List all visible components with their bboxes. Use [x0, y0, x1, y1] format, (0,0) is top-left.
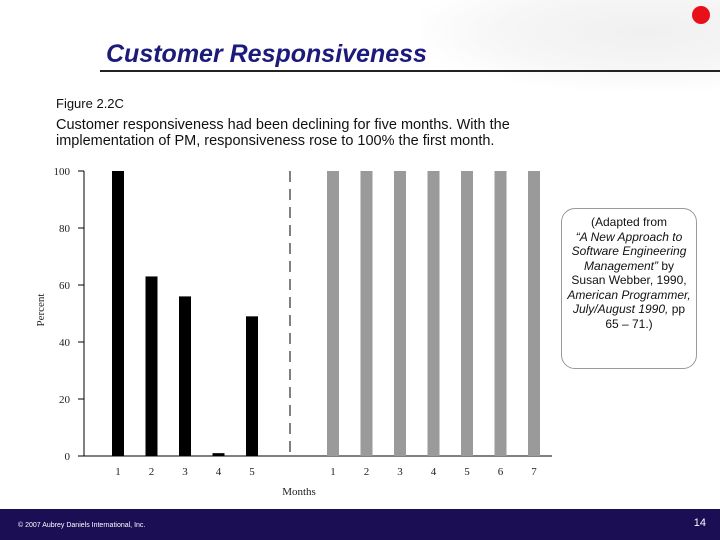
y-tick-label: 60	[59, 280, 71, 292]
bar	[179, 296, 191, 456]
globe-background	[420, 0, 720, 90]
x-tick-label: 4	[216, 466, 222, 478]
slide-subtitle: Customer responsiveness had been declini…	[56, 117, 510, 149]
bar	[112, 171, 124, 456]
x-tick-label: 7	[531, 466, 537, 478]
bar	[461, 171, 473, 456]
callout-author: by Susan Webber, 1990,	[571, 258, 687, 288]
x-tick-label: 2	[364, 466, 370, 478]
x-tick-label: 1	[115, 466, 121, 478]
callout-journal: American Programmer, July/August 1990,	[567, 287, 691, 317]
y-tick-label: 0	[65, 451, 71, 463]
x-tick-label: 3	[397, 466, 403, 478]
bar	[394, 171, 406, 456]
callout-pages: pp 65 – 71.)	[605, 302, 686, 331]
bar	[494, 171, 507, 456]
x-axis-title: Months	[282, 486, 316, 498]
bar-chart: 0 20 40 60 80 100 1 2 3 4 5 1 2 3 4 5 6 7 Months Percent	[35, 166, 552, 498]
callout-line-1: (Adapted from	[590, 215, 668, 229]
x-tick-label: 5	[249, 466, 255, 478]
chart-root: 0 20 40 60 80 100 1 2 3 4 5 1 2 3 4 5 6 7 Months Percent	[35, 166, 552, 498]
bar	[427, 171, 440, 456]
callout-source-title: “A New Approach to Software Engineering …	[571, 229, 687, 273]
y-axis-title: Percent	[35, 294, 47, 327]
y-tick-label: 100	[54, 166, 71, 178]
x-tick-label: 5	[464, 466, 470, 478]
y-tick-label: 40	[59, 337, 71, 349]
x-tick-label: 3	[182, 466, 188, 478]
bar	[246, 316, 258, 456]
figure-label: Figure 2.2C	[56, 96, 124, 111]
y-tick-label: 80	[59, 223, 71, 235]
slide-title: Customer Responsiveness	[106, 40, 427, 68]
page-number: 14	[693, 517, 706, 529]
bar	[145, 276, 158, 456]
bar	[212, 453, 225, 456]
y-tick-label: 20	[59, 394, 71, 406]
copyright-text: © 2007 Aubrey Daniels International, Inc…	[18, 522, 146, 529]
x-tick-label: 1	[330, 466, 336, 478]
red-dot-logo	[692, 6, 710, 24]
x-tick-label: 2	[149, 466, 155, 478]
source-callout: (Adapted from “A New Approach to Softwar…	[561, 208, 697, 369]
footer-bar: © 2007 Aubrey Daniels International, Inc…	[0, 509, 720, 540]
x-tick-label: 4	[431, 466, 437, 478]
title-underline	[100, 70, 720, 72]
bar	[528, 171, 540, 456]
bar	[360, 171, 373, 456]
x-tick-label: 6	[498, 466, 504, 478]
bar	[327, 171, 339, 456]
